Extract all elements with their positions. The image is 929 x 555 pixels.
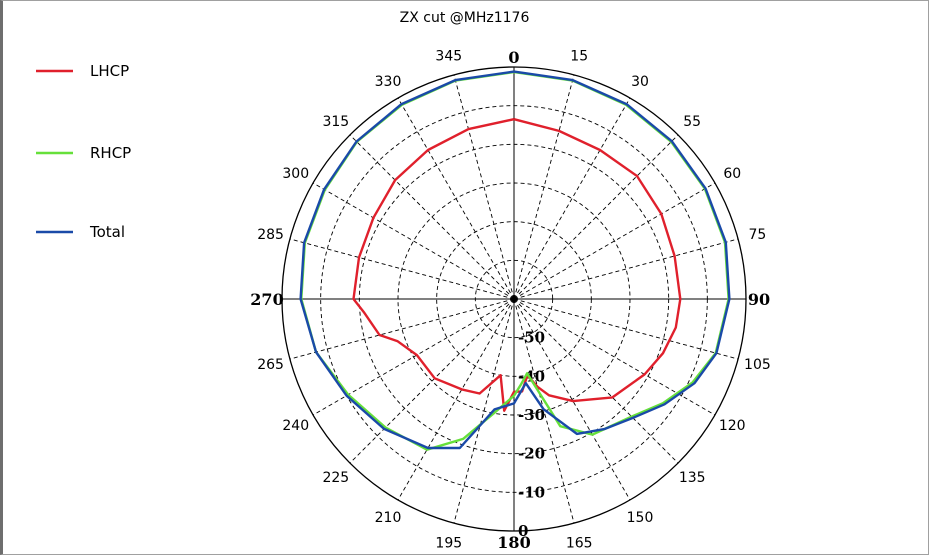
grid-spoke [513, 298, 631, 501]
angle-tick-label: 265 [257, 357, 284, 373]
angle-tick-label: 60 [723, 166, 741, 182]
angle-tick-label: 195 [435, 535, 462, 551]
angle-tick-label: 105 [744, 357, 771, 373]
angle-tick-label: 0 [508, 48, 519, 67]
grid-spoke [349, 134, 515, 300]
angle-tick-label: 300 [282, 166, 309, 182]
radial-tick-label: -10 [518, 483, 545, 501]
grid-spoke [289, 238, 515, 300]
grid-spoke [513, 97, 631, 300]
angle-tick-label: 120 [719, 418, 746, 434]
chart-title: ZX cut @MHz1176 [399, 10, 530, 26]
angle-tick-label: 135 [679, 470, 706, 486]
radial-tick-label: -30 [518, 406, 545, 424]
grid-spoke [513, 182, 716, 300]
grid-spoke [349, 298, 515, 464]
series-line-rhcp [300, 70, 730, 451]
grid-spoke [397, 97, 515, 300]
series-line-lhcp [352, 118, 682, 412]
grid-spoke [513, 298, 716, 416]
angle-tick-label: 90 [748, 290, 770, 309]
series-line-total [299, 70, 731, 450]
angle-tick-label: 55 [683, 114, 701, 130]
grid-spoke [513, 74, 575, 300]
angle-tick-label: 210 [375, 510, 402, 526]
angle-tick-label: 150 [627, 510, 654, 526]
angle-tick-label: 330 [375, 74, 402, 90]
angle-tick-label: 180 [497, 533, 530, 552]
angle-tick-label: 270 [250, 290, 283, 309]
grid-spoke [513, 298, 739, 360]
angle-tick-label: 345 [435, 49, 462, 65]
radial-tick-label: -20 [518, 445, 545, 463]
legend-label-rhcp: RHCP [90, 144, 131, 162]
grid-spoke [453, 298, 515, 524]
angle-tick-label: 15 [570, 49, 588, 65]
grid-spoke [513, 134, 679, 300]
grid-spoke [312, 298, 515, 416]
grid-spoke [289, 298, 515, 360]
grid-spoke [312, 182, 515, 300]
angle-tick-label: 30 [631, 74, 649, 90]
grid-spoke [513, 298, 679, 464]
legend-label-total: Total [89, 223, 125, 241]
angle-tick-label: 225 [322, 470, 349, 486]
radial-tick-label: 0 [518, 522, 528, 540]
angle-tick-label: 315 [322, 114, 349, 130]
grid-spoke [513, 238, 739, 300]
angle-tick-label: 165 [566, 535, 593, 551]
angle-tick-label: 285 [257, 227, 284, 243]
angle-tick-label: 75 [748, 227, 766, 243]
grid-spoke [397, 298, 515, 501]
radial-tick-label: -50 [518, 329, 545, 347]
angle-tick-label: 240 [282, 418, 309, 434]
legend-label-lhcp: LHCP [90, 62, 129, 80]
grid-spoke [453, 74, 515, 300]
